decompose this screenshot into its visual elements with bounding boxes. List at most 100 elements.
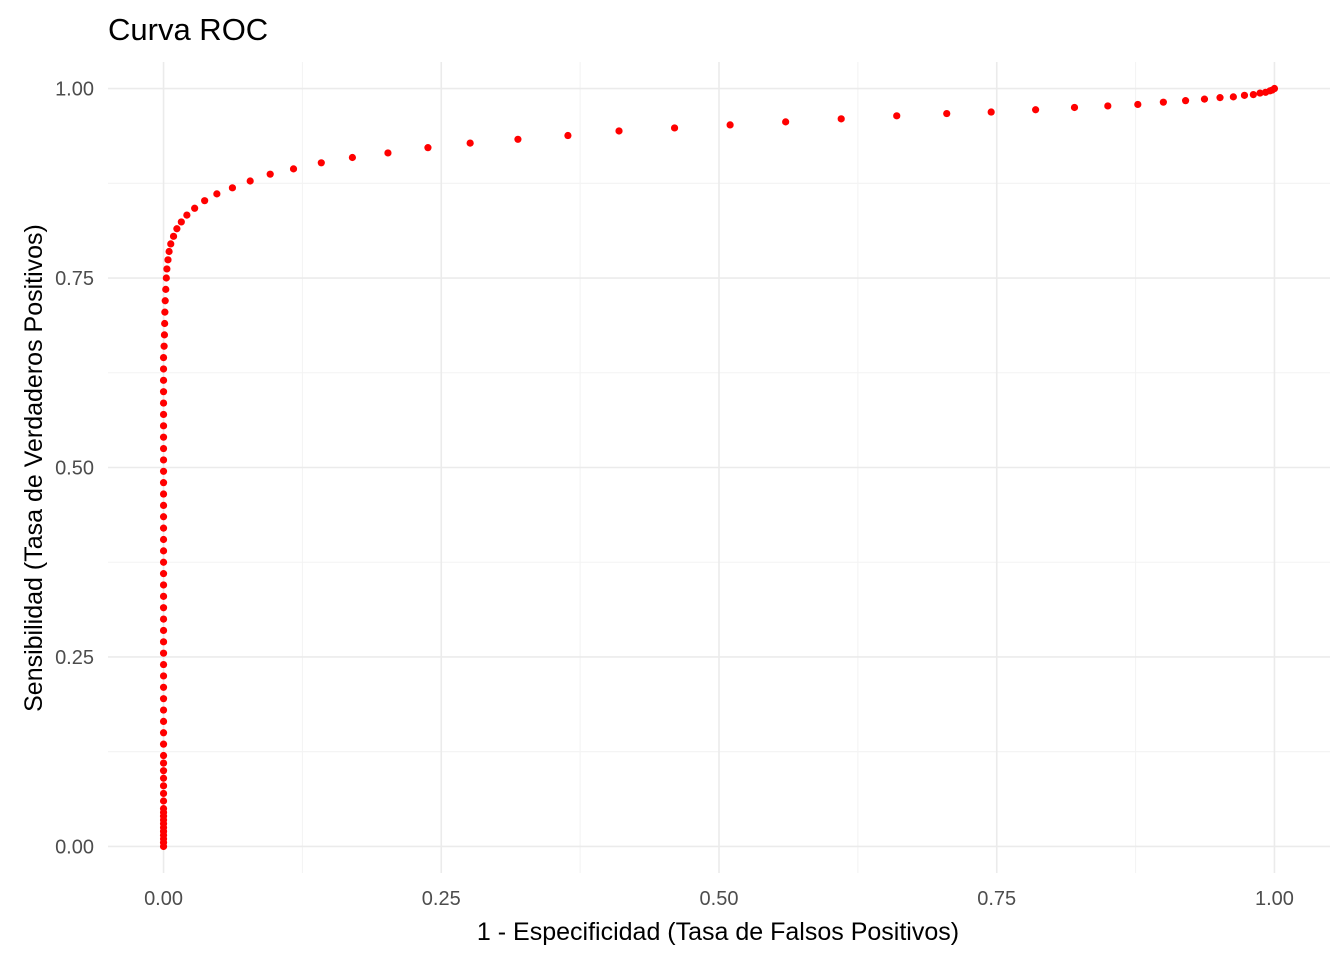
roc-point <box>726 121 734 129</box>
roc-point <box>159 422 168 430</box>
roc-point <box>837 115 845 123</box>
roc-point <box>782 118 790 126</box>
roc-point <box>162 274 170 282</box>
roc-point <box>159 524 168 532</box>
roc-point <box>159 570 168 578</box>
roc-point <box>1104 102 1112 110</box>
roc-point <box>159 365 168 373</box>
y-tick-label: 1.00 <box>55 79 94 101</box>
chart-title: Curva ROC <box>108 12 268 47</box>
roc-point <box>1159 98 1167 106</box>
roc-point <box>163 265 171 273</box>
roc-point <box>1240 91 1249 99</box>
roc-point <box>159 782 168 790</box>
roc-point <box>1216 94 1224 102</box>
roc-point <box>159 479 168 487</box>
roc-point <box>564 131 572 140</box>
roc-point <box>159 467 168 475</box>
roc-point <box>987 108 995 116</box>
roc-point <box>228 184 237 192</box>
roc-point <box>159 695 168 703</box>
roc-point <box>943 109 951 118</box>
y-tick-label: 0.50 <box>55 458 94 480</box>
roc-point <box>159 535 168 544</box>
roc-point <box>1229 93 1237 101</box>
roc-point <box>1249 90 1257 99</box>
roc-point <box>159 759 168 767</box>
roc-point <box>169 232 178 240</box>
roc-point <box>159 490 168 498</box>
roc-point <box>159 638 168 646</box>
roc-point <box>424 144 432 152</box>
y-tick-label: 0.00 <box>55 836 94 858</box>
roc-point <box>246 177 254 185</box>
roc-point <box>514 135 522 143</box>
roc-point <box>159 789 168 798</box>
roc-point <box>159 797 168 805</box>
roc-point <box>160 342 168 350</box>
roc-point <box>164 256 172 264</box>
roc-point <box>159 615 168 623</box>
y-axis-ticks: 0.00 0.25 0.50 0.75 1.00 <box>55 79 94 859</box>
roc-point <box>159 501 168 509</box>
roc-point <box>159 547 168 555</box>
roc-point <box>201 197 209 205</box>
roc-point <box>893 112 901 120</box>
roc-point <box>1032 106 1040 114</box>
x-tick-label: 0.50 <box>700 888 739 910</box>
roc-point <box>191 204 199 212</box>
roc-point <box>159 399 168 407</box>
roc-point <box>177 218 185 226</box>
y-tick-label: 0.25 <box>55 647 94 669</box>
roc-point <box>159 717 168 726</box>
roc-point <box>159 767 168 775</box>
roc-point <box>466 139 474 147</box>
roc-point <box>159 683 168 691</box>
roc-point <box>159 672 168 680</box>
roc-point <box>159 410 168 419</box>
roc-point <box>1134 100 1142 109</box>
roc-point <box>165 247 173 256</box>
roc-point <box>159 388 168 396</box>
roc-point <box>266 170 274 178</box>
roc-point <box>1200 95 1209 103</box>
roc-point <box>159 444 168 453</box>
data-points <box>159 84 1279 851</box>
roc-point <box>159 604 168 612</box>
roc-point <box>159 353 168 362</box>
roc-point <box>159 626 168 635</box>
x-tick-label: 0.00 <box>144 888 183 910</box>
roc-point <box>159 581 168 589</box>
x-tick-label: 0.25 <box>422 888 461 910</box>
roc-point <box>159 649 168 657</box>
x-tick-label: 0.75 <box>977 888 1016 910</box>
roc-point <box>159 433 168 441</box>
roc-point <box>317 159 325 167</box>
roc-point <box>348 153 356 162</box>
roc-point <box>384 149 392 157</box>
roc-point <box>159 729 168 737</box>
roc-point <box>159 706 168 714</box>
roc-point <box>159 592 168 600</box>
x-tick-label: 1.00 <box>1255 888 1294 910</box>
roc-point <box>159 660 168 669</box>
roc-point <box>159 740 168 748</box>
x-axis-title: 1 - Especificidad (Tasa de Falsos Positi… <box>477 918 959 946</box>
roc-point <box>161 297 169 305</box>
roc-point <box>670 124 679 132</box>
roc-point <box>161 319 169 328</box>
roc-point <box>289 165 298 173</box>
roc-point <box>159 774 168 782</box>
roc-point <box>159 513 168 521</box>
roc-point <box>183 211 191 219</box>
roc-point <box>160 331 169 339</box>
roc-point <box>1181 97 1190 105</box>
roc-point <box>1070 103 1079 112</box>
roc-point <box>161 308 169 316</box>
roc-point <box>173 225 181 233</box>
roc-point <box>159 751 168 760</box>
roc-point <box>159 558 168 566</box>
y-tick-label: 0.75 <box>55 268 94 290</box>
roc-point <box>159 376 168 384</box>
